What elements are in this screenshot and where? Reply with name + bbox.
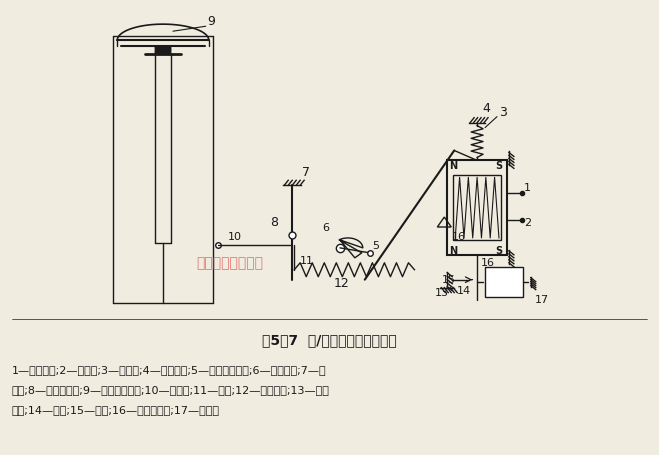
Text: 5: 5 <box>372 240 379 250</box>
Text: 2: 2 <box>524 217 531 227</box>
Polygon shape <box>438 217 451 228</box>
Text: 17: 17 <box>534 294 549 304</box>
Text: 1: 1 <box>524 182 530 192</box>
Text: S: S <box>495 245 502 255</box>
Text: 14: 14 <box>457 285 471 295</box>
Text: 9: 9 <box>208 15 215 28</box>
Text: 10: 10 <box>227 232 242 242</box>
Text: 16: 16 <box>481 257 495 267</box>
Text: 16: 16 <box>452 232 467 242</box>
Text: 12: 12 <box>334 276 350 289</box>
Text: 13: 13 <box>434 287 448 297</box>
Bar <box>453 176 501 240</box>
Text: 15: 15 <box>442 274 456 284</box>
Text: 上海湖泉电动阀门: 上海湖泉电动阀门 <box>196 255 263 269</box>
Bar <box>447 161 507 255</box>
Text: 1—力矩马达;2—导磁体;3—主杠杆;4—平衡弹簧;5—反馈凸轮支点;6—反馈凸轮;7—副: 1—力矩马达;2—导磁体;3—主杠杆;4—平衡弹簧;5—反馈凸轮支点;6—反馈凸… <box>12 364 327 374</box>
Text: 11: 11 <box>301 255 314 265</box>
Bar <box>485 267 523 297</box>
Text: 杠杆;8—副杠杆支点;9—气动执行机构;10—反馈杆;11—滚动;12—反馈弹簧;13—调零: 杠杆;8—副杠杆支点;9—气动执行机构;10—反馈杆;11—滚动;12—反馈弹簧… <box>12 384 330 394</box>
Text: 4: 4 <box>482 101 490 115</box>
Text: 3: 3 <box>499 106 507 118</box>
Text: S: S <box>495 161 502 171</box>
Text: 6: 6 <box>322 222 329 233</box>
Text: 8: 8 <box>270 216 278 228</box>
Text: 弹簧;14—挡板;15—喷嘴;16—主杠杆支点;17—放大器: 弹簧;14—挡板;15—喷嘴;16—主杠杆支点;17—放大器 <box>12 404 220 414</box>
Text: N: N <box>449 245 457 255</box>
Text: N: N <box>449 161 457 171</box>
Text: 7: 7 <box>302 166 310 179</box>
Text: 图5－7  电/气阀门定位器原理图: 图5－7 电/气阀门定位器原理图 <box>262 333 396 347</box>
